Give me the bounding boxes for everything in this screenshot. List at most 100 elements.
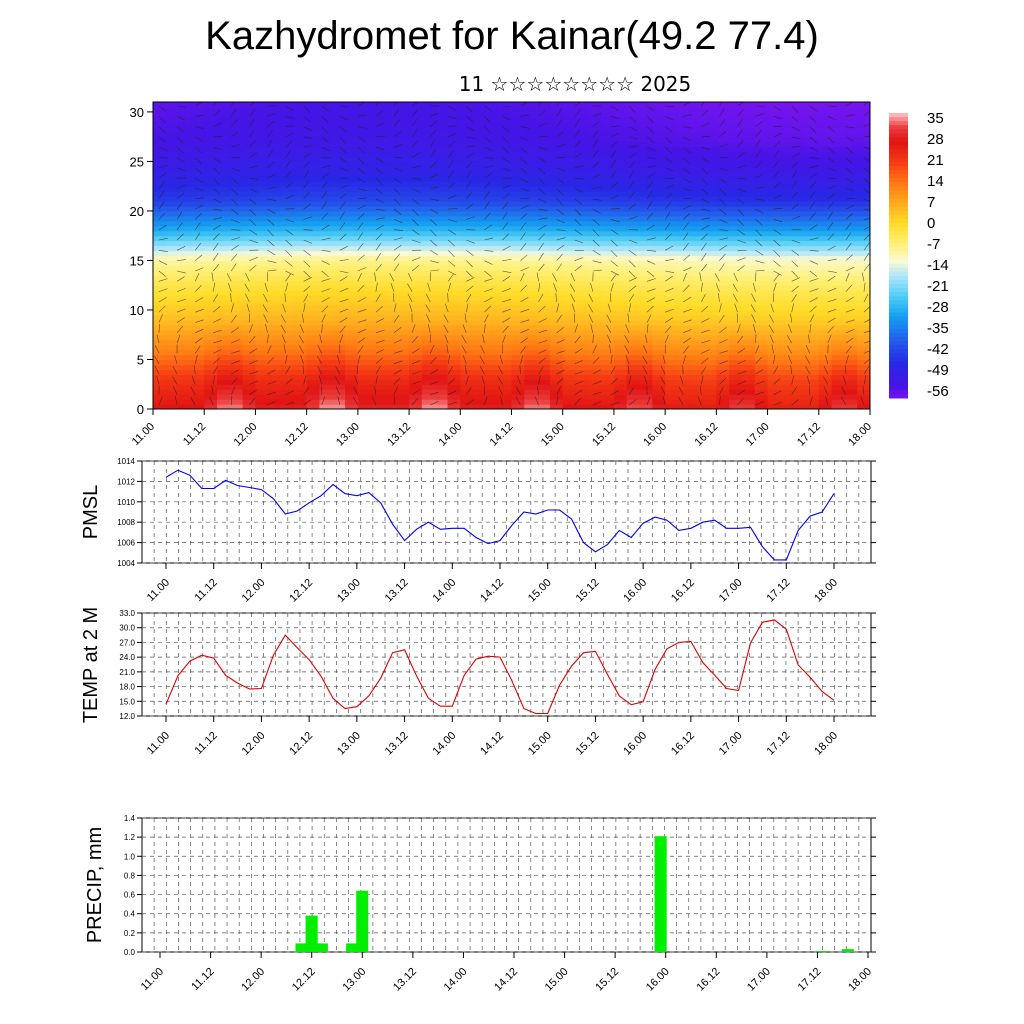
heatmap-cell [613, 285, 628, 291]
heatmap-cell [281, 111, 295, 118]
heatmap-cell [537, 280, 551, 286]
wind-barb [195, 197, 205, 200]
wind-barb [520, 284, 528, 292]
wind-barb [682, 157, 690, 165]
heatmap-cell [549, 305, 564, 311]
heatmap-cell [383, 339, 397, 346]
heatmap-cell [191, 176, 205, 182]
colorbar-band [889, 190, 908, 195]
heatmap-cell [191, 201, 205, 207]
heatmap-cell [473, 196, 487, 202]
heatmap-cell [818, 126, 833, 133]
heatmap-cell [754, 201, 769, 207]
heatmap-cell [153, 131, 167, 138]
wind-barb [502, 233, 510, 241]
heatmap-cell [639, 339, 653, 346]
colorbar-label: 14 [927, 173, 944, 190]
heatmap-cell [754, 151, 769, 158]
heatmap-cell [549, 176, 564, 182]
wind-barb [556, 177, 565, 184]
heatmap-cell [588, 339, 602, 346]
heatmap-cell [703, 116, 717, 123]
heatmap-cell [153, 270, 167, 276]
heatmap-cell [434, 384, 449, 390]
heatmap-cell [818, 280, 833, 286]
heatmap-cell [690, 270, 705, 276]
heatmap-cell [281, 181, 295, 187]
heatmap-cell [447, 374, 461, 380]
colorbar-band [889, 161, 908, 167]
heatmap-cell [178, 349, 193, 356]
heatmap-cell [319, 329, 333, 336]
heatmap-cell [204, 111, 218, 118]
heatmap-cell [831, 339, 845, 346]
heatmap-cell [537, 379, 551, 385]
heatmap-cell [818, 285, 833, 291]
heatmap-cell [178, 131, 193, 138]
heatmap-cell [217, 359, 231, 366]
heatmap-cell [357, 201, 372, 207]
heatmap-cell [421, 166, 436, 172]
heatmap-cell [421, 205, 436, 212]
wind-barb [411, 397, 419, 406]
heatmap-cell [588, 205, 602, 212]
wind-barb [231, 369, 240, 375]
heatmap-cell [421, 384, 436, 390]
heatmap-cell [178, 245, 193, 252]
heatmap-cell [396, 116, 410, 123]
heatmap-cell [588, 220, 602, 227]
wind-barb [502, 298, 512, 303]
heatmap-cell [485, 121, 500, 128]
heatmap-cell [370, 324, 385, 331]
heatmap-cell [293, 250, 308, 257]
heatmap-cell [485, 116, 500, 123]
heatmap-cell [613, 126, 628, 133]
heatmap-cell [857, 354, 870, 361]
heatmap-cell [844, 275, 858, 281]
heatmap-cell [613, 106, 628, 113]
heatmap-cell [690, 151, 705, 158]
heatmap-cell [255, 121, 269, 128]
wind-barb [249, 264, 257, 272]
heatmap-cell [434, 354, 449, 361]
heatmap-cell [588, 171, 602, 177]
heatmap-cell [562, 235, 577, 242]
heatmap-cell [409, 260, 423, 266]
wind-barb [427, 324, 431, 333]
heatmap-cell [831, 260, 845, 266]
heatmap-cell [741, 250, 756, 257]
heatmap-cell [268, 369, 282, 375]
heatmap-cell [165, 374, 180, 380]
wind-barb [647, 250, 657, 252]
heatmap-cell [447, 250, 461, 257]
wind-barb [755, 381, 765, 385]
heatmap-cell [857, 215, 870, 222]
heatmap-cell [319, 354, 333, 361]
heatmap-cell [178, 379, 193, 385]
wind-barb [556, 167, 566, 172]
heatmap-cell [485, 354, 500, 361]
wind-barb [461, 345, 467, 354]
heatmap-cell [217, 196, 231, 202]
wind-barb [827, 308, 837, 313]
heatmap-cell [716, 354, 730, 361]
heatmap-cell [345, 364, 359, 370]
wind-barb [809, 181, 817, 189]
heatmap-cell [370, 151, 385, 158]
heatmap-cell [549, 215, 564, 222]
heatmap-cell [217, 151, 231, 158]
heatmap-cell [524, 394, 538, 400]
heatmap-cell [844, 245, 858, 252]
heatmap-cell [588, 156, 602, 163]
heatmap-cell [741, 166, 756, 172]
heatmap-cell [677, 290, 692, 296]
heatmap-cell [191, 364, 205, 370]
wind-barb [610, 239, 618, 247]
heatmap-cell [857, 151, 870, 158]
wind-barb [737, 129, 743, 138]
wind-barb [701, 282, 703, 292]
heatmap-cell [165, 275, 180, 281]
heatmap-cell [652, 131, 666, 138]
y-tick-label: 1014 [117, 457, 135, 466]
heatmap-cell [818, 166, 833, 172]
